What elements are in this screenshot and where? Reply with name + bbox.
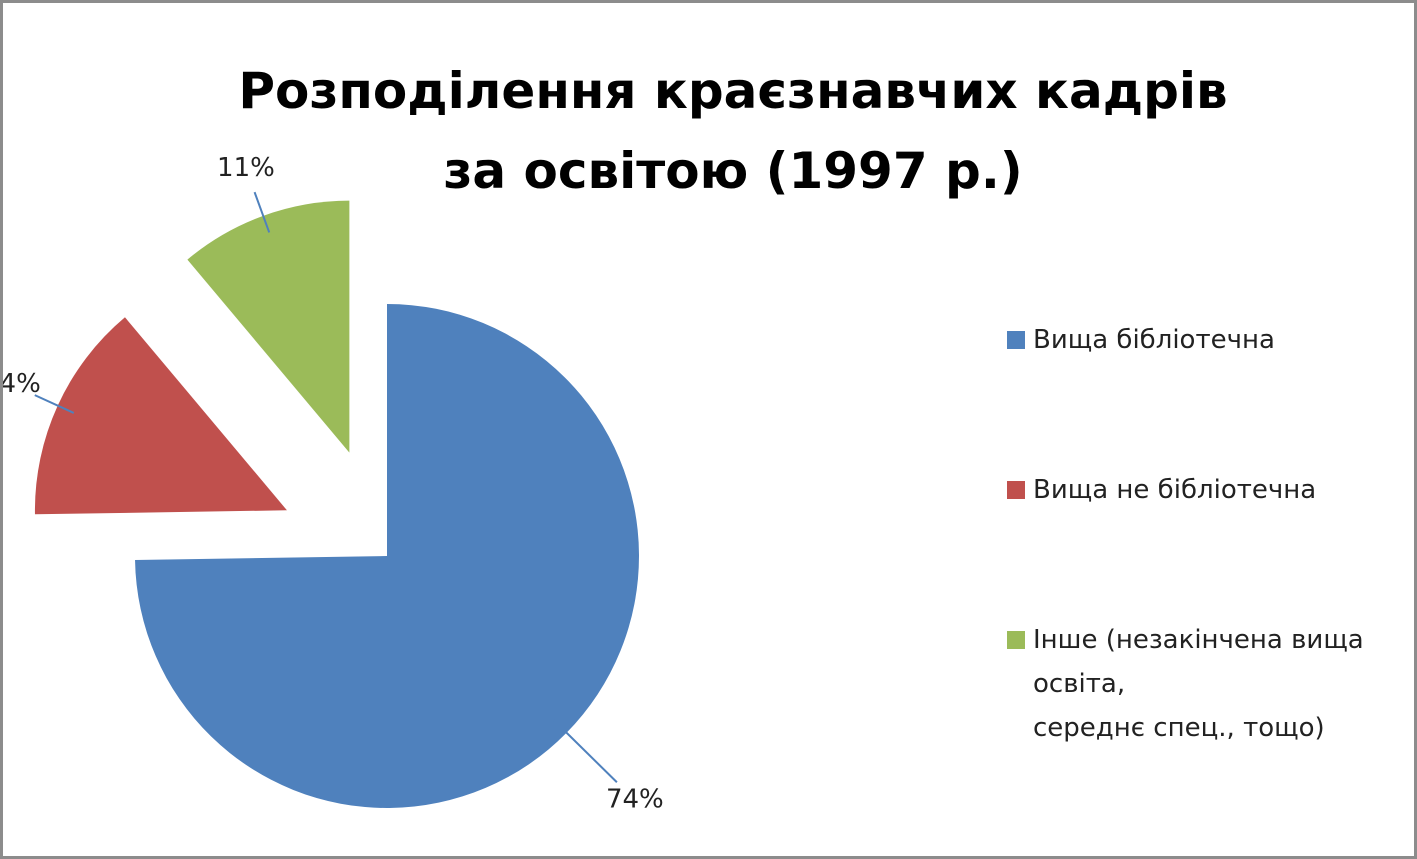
leader-line bbox=[253, 191, 271, 233]
data-label: 11% bbox=[217, 153, 275, 183]
pie-slice bbox=[34, 317, 287, 515]
legend-line: Інше (незакінчена вища bbox=[1033, 625, 1364, 655]
pie-slice bbox=[187, 200, 350, 453]
data-label: 14% bbox=[3, 369, 41, 399]
data-label: 74% bbox=[606, 784, 664, 814]
legend-line: освіта, bbox=[1033, 669, 1125, 699]
legend-line: середнє спец., тощо) bbox=[1033, 713, 1325, 743]
legend-line: Вища не бібліотечна bbox=[1033, 475, 1316, 505]
pie-slice bbox=[135, 304, 640, 809]
legend-label: Вища бібліотечна bbox=[1033, 325, 1275, 355]
legend-label: Вища не бібліотечна bbox=[1033, 475, 1316, 505]
legend-swatch bbox=[1007, 331, 1025, 349]
legend-swatch bbox=[1007, 631, 1025, 649]
leader-line bbox=[553, 719, 618, 783]
legend-line: Вища бібліотечна bbox=[1033, 325, 1275, 355]
legend-swatch bbox=[1007, 481, 1025, 499]
leader-line bbox=[34, 394, 75, 414]
chart-title: Розподілення краєзнавчих кадрів за освіт… bbox=[238, 62, 1228, 200]
chart: 74% 14% 11% Вища бібліотечна Вища не бібліот… bbox=[3, 153, 1364, 814]
legend-label: Інше (незакінчена вища освіта, середнє спе… bbox=[1033, 625, 1364, 743]
